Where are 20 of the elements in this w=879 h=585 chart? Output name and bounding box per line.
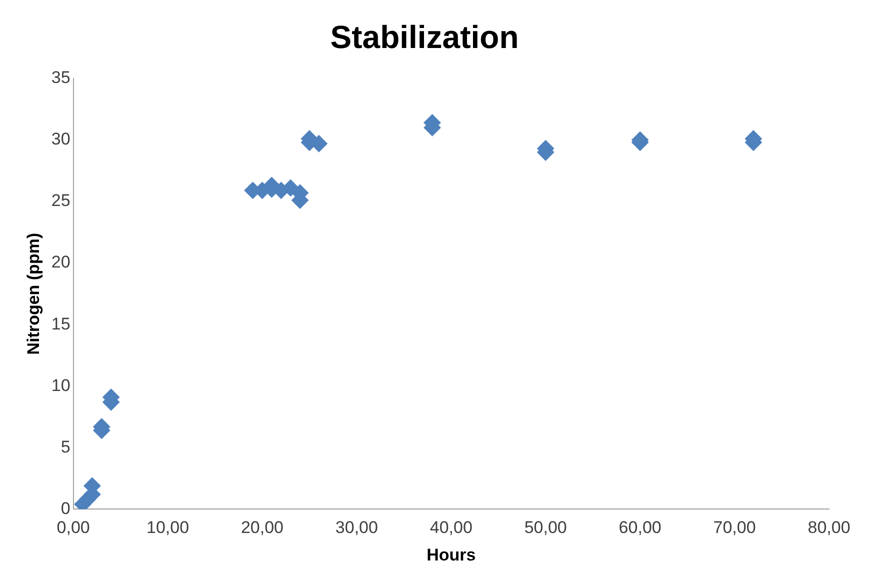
y-axis-title: Nitrogen (ppm) xyxy=(24,232,43,355)
y-tick-label: 5 xyxy=(60,437,70,456)
y-tick-label: 35 xyxy=(51,68,70,88)
y-tick-label: 20 xyxy=(51,252,70,272)
x-tick-label: 50,00 xyxy=(524,518,567,538)
x-tick-label: 40,00 xyxy=(430,518,472,538)
x-axis-title: Hours xyxy=(426,545,476,564)
y-tick-label: 25 xyxy=(51,191,70,210)
y-tick-label: 0 xyxy=(60,498,70,518)
x-tick-label: 80,00 xyxy=(808,518,850,538)
x-tick-label: 60,00 xyxy=(618,518,662,538)
chart-title: Stabilization xyxy=(330,19,519,56)
x-tick-label: 10,00 xyxy=(146,518,190,538)
x-tick-label: 0,00 xyxy=(56,518,90,538)
x-tick-label: 70,00 xyxy=(713,518,756,538)
y-tick-label: 30 xyxy=(51,130,70,149)
y-tick-label: 10 xyxy=(51,376,70,395)
y-tick-label: 15 xyxy=(51,314,70,334)
x-tick-label: 30,00 xyxy=(335,518,378,538)
x-tick-label: 20,00 xyxy=(240,518,284,538)
